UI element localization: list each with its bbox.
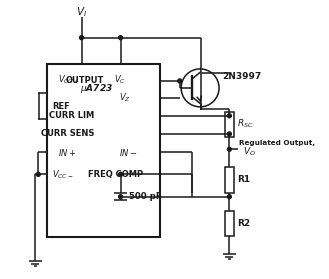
Circle shape	[119, 36, 122, 40]
Text: $V_O$: $V_O$	[243, 145, 256, 158]
Circle shape	[36, 172, 40, 176]
Circle shape	[227, 132, 231, 136]
Text: $V_Z$: $V_Z$	[119, 92, 131, 104]
Text: CURR SENS: CURR SENS	[41, 129, 94, 138]
Text: Regulated Output,: Regulated Output,	[239, 140, 315, 146]
Circle shape	[80, 36, 84, 40]
Circle shape	[119, 172, 122, 176]
Text: $\mu$A723: $\mu$A723	[80, 82, 113, 95]
Text: $V_C$: $V_C$	[114, 73, 125, 86]
Text: 2N3997: 2N3997	[222, 72, 261, 81]
Bar	[47, 64, 160, 237]
Text: 500 pF: 500 pF	[130, 192, 162, 201]
Text: OUTPUT: OUTPUT	[65, 76, 104, 85]
Text: $IN-$: $IN-$	[119, 146, 138, 158]
Text: $R_{SC}$: $R_{SC}$	[237, 118, 254, 130]
Text: $V_I$: $V_I$	[76, 6, 87, 20]
Text: REF: REF	[52, 102, 70, 110]
Text: R2: R2	[237, 219, 250, 228]
Circle shape	[227, 195, 231, 199]
Text: FREQ COMP: FREQ COMP	[89, 170, 144, 179]
Text: $V_{CC+}$: $V_{CC+}$	[58, 73, 79, 86]
Text: R1: R1	[237, 175, 250, 184]
Text: $V_{CC-}$: $V_{CC-}$	[52, 168, 74, 181]
Circle shape	[178, 79, 182, 83]
Circle shape	[119, 195, 122, 199]
Circle shape	[227, 114, 231, 118]
Circle shape	[227, 147, 231, 151]
Bar	[225, 112, 234, 137]
Bar	[225, 167, 234, 193]
Bar	[225, 211, 234, 236]
Text: CURR LIM: CURR LIM	[49, 111, 94, 120]
Text: $IN+$: $IN+$	[58, 146, 76, 158]
